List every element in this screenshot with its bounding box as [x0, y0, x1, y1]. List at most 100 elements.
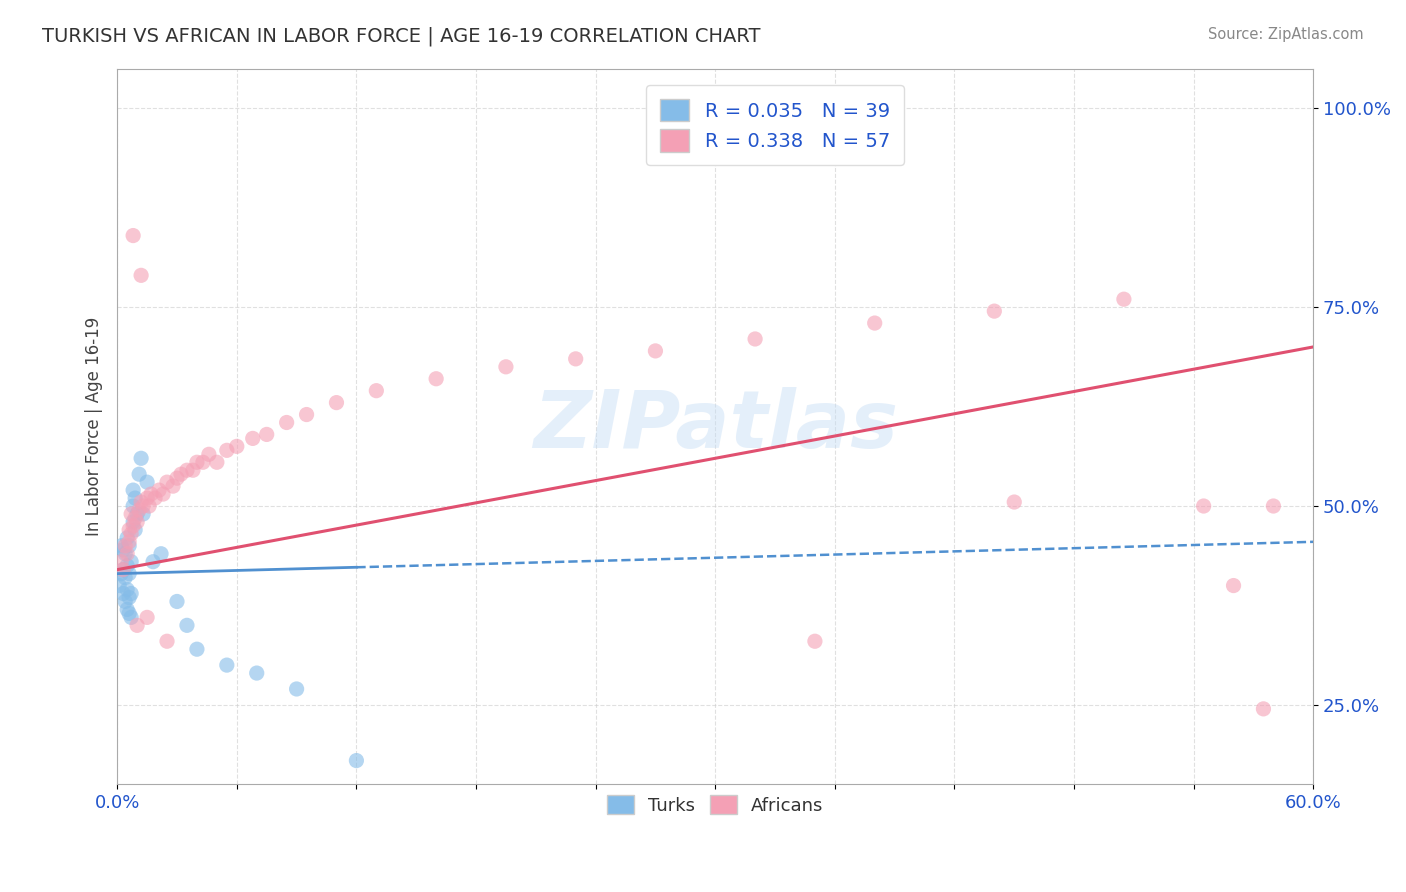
Point: [122, 499, 145, 513]
Point: [166, 471, 188, 485]
Point: [139, 487, 162, 501]
Point: [325, 395, 347, 409]
Point: [132, 507, 155, 521]
Point: [225, 439, 247, 453]
Point: [1263, 499, 1285, 513]
Point: [744, 332, 766, 346]
Point: [186, 455, 208, 469]
Point: [285, 681, 308, 696]
Point: [295, 408, 318, 422]
Point: [120, 555, 142, 569]
Point: [366, 384, 388, 398]
Point: [122, 228, 145, 243]
Point: [110, 539, 132, 553]
Point: [136, 475, 159, 490]
Point: [176, 463, 198, 477]
Point: [112, 563, 135, 577]
Point: [191, 455, 214, 469]
Point: [114, 594, 136, 608]
Point: [176, 618, 198, 632]
Point: [120, 610, 142, 624]
Point: [156, 475, 179, 490]
Point: [115, 602, 138, 616]
Point: [132, 499, 155, 513]
Point: [120, 526, 142, 541]
Point: [644, 343, 666, 358]
Point: [152, 487, 174, 501]
Point: [983, 304, 1005, 318]
Point: [120, 586, 142, 600]
Point: [150, 547, 173, 561]
Point: [166, 594, 188, 608]
Point: [128, 467, 150, 482]
Point: [118, 607, 141, 621]
Point: [124, 523, 146, 537]
Point: [215, 443, 238, 458]
Point: [115, 531, 138, 545]
Point: [198, 447, 221, 461]
Point: [118, 591, 141, 605]
Point: [344, 754, 367, 768]
Point: [118, 534, 141, 549]
Point: [564, 351, 586, 366]
Point: [128, 503, 150, 517]
Point: [114, 539, 136, 553]
Point: [112, 563, 135, 577]
Point: [138, 499, 160, 513]
Point: [118, 539, 141, 553]
Point: [110, 566, 132, 581]
Point: [122, 515, 145, 529]
Point: [136, 491, 159, 505]
Point: [1222, 578, 1244, 592]
Point: [115, 547, 138, 561]
Text: Source: ZipAtlas.com: Source: ZipAtlas.com: [1208, 27, 1364, 42]
Point: [276, 416, 298, 430]
Point: [112, 542, 135, 557]
Point: [114, 547, 136, 561]
Point: [162, 479, 184, 493]
Point: [142, 555, 165, 569]
Point: [148, 483, 170, 497]
Point: [425, 372, 447, 386]
Point: [112, 586, 135, 600]
Point: [129, 495, 152, 509]
Point: [1192, 499, 1215, 513]
Point: [863, 316, 886, 330]
Point: [115, 558, 138, 573]
Point: [1112, 292, 1135, 306]
Point: [127, 618, 149, 632]
Point: [495, 359, 517, 374]
Point: [122, 519, 145, 533]
Point: [129, 451, 152, 466]
Text: ZIPatlas: ZIPatlas: [533, 387, 898, 466]
Point: [108, 578, 131, 592]
Point: [136, 610, 159, 624]
Point: [115, 582, 138, 597]
Point: [143, 491, 166, 505]
Point: [256, 427, 278, 442]
Point: [124, 511, 146, 525]
Legend: Turks, Africans: Turks, Africans: [596, 784, 835, 825]
Point: [246, 666, 269, 681]
Point: [804, 634, 827, 648]
Point: [186, 642, 208, 657]
Point: [1002, 495, 1025, 509]
Point: [156, 634, 179, 648]
Point: [124, 491, 146, 505]
Point: [1253, 702, 1275, 716]
Point: [242, 431, 264, 445]
Point: [181, 463, 204, 477]
Point: [118, 523, 141, 537]
Point: [122, 483, 145, 497]
Point: [118, 566, 141, 581]
Text: TURKISH VS AFRICAN IN LABOR FORCE | AGE 16-19 CORRELATION CHART: TURKISH VS AFRICAN IN LABOR FORCE | AGE …: [42, 27, 761, 46]
Point: [110, 555, 132, 569]
Point: [120, 507, 142, 521]
Point: [129, 268, 152, 283]
Point: [205, 455, 228, 469]
Point: [215, 658, 238, 673]
Point: [127, 515, 149, 529]
Point: [170, 467, 193, 482]
Point: [114, 571, 136, 585]
Point: [127, 507, 149, 521]
